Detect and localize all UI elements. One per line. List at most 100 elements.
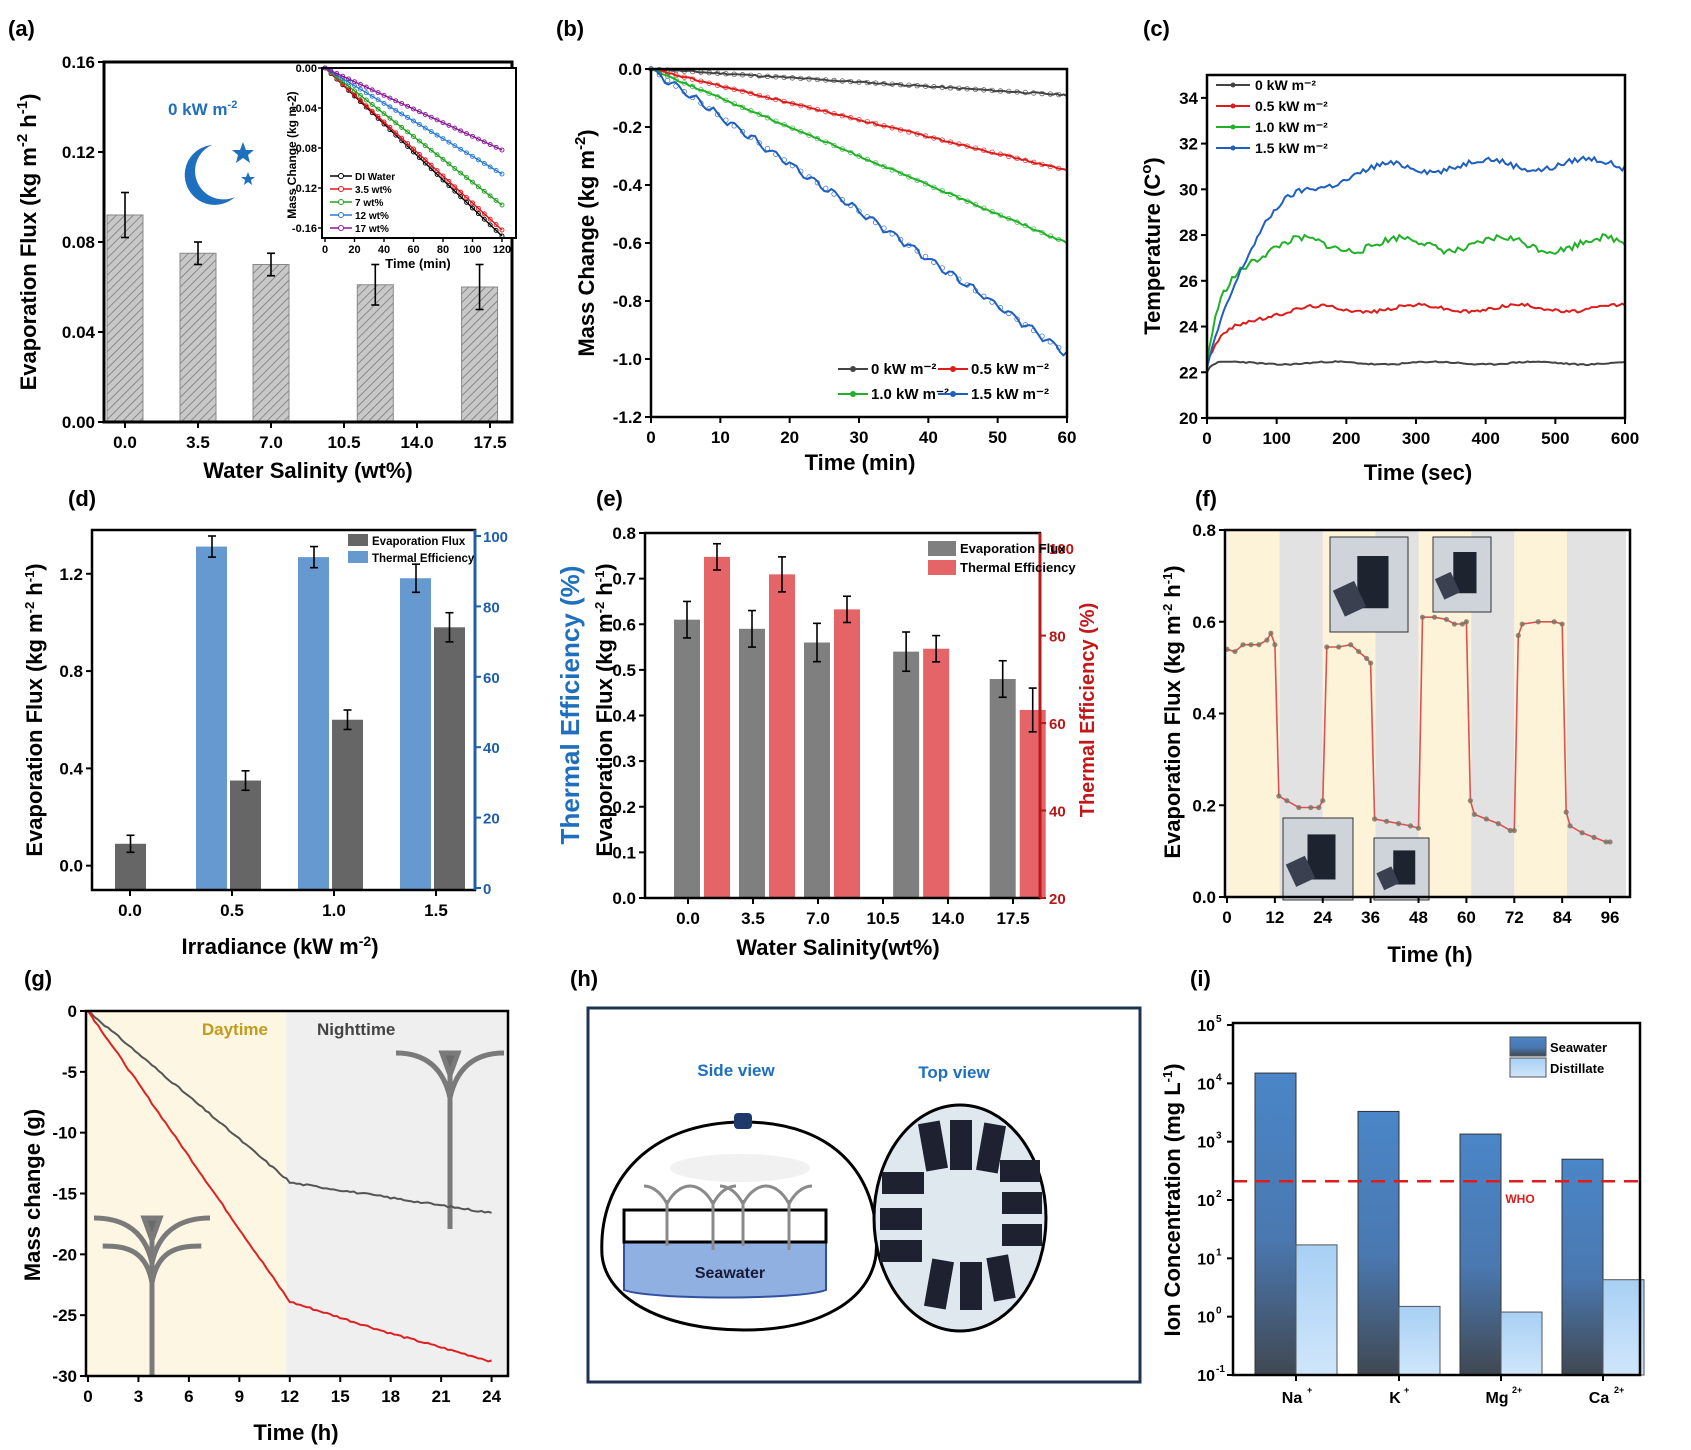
series-marker [872,121,879,127]
legend-marker [1230,103,1236,109]
x-tick-label: 20 [780,428,799,447]
series-marker [814,76,821,83]
series-marker [681,74,687,80]
series-line [87,1010,492,1363]
x-tick-charge: 2+ [1614,1385,1624,1395]
series-marker [1276,793,1282,799]
x-tick-label: 3.5 [741,909,765,928]
series-marker [706,106,712,112]
x-tick-label: 200 [1332,429,1360,448]
series-marker [798,168,804,175]
nighttime-label: Nighttime [317,1020,395,1039]
series-marker [823,108,829,115]
c-xlabel: Time (sec) [1364,460,1472,485]
series-marker [956,85,962,92]
series-marker [681,80,687,86]
legend-label: 1.0 kW m⁻² [1255,119,1328,135]
y-tick-label: 0.0 [59,857,83,876]
tree-branch [447,1050,505,1099]
y-tick-label: -30 [52,1367,77,1386]
x-tick-label: K [1389,1390,1401,1407]
inset-point-pentagon [387,95,393,101]
legend-swatch [1509,1057,1547,1078]
panel-label-b: (b) [556,16,584,41]
series-marker [981,205,987,211]
legend-marker [950,366,956,372]
inset-point-pentagon [481,139,487,145]
series-marker [789,125,796,131]
inset-y-tick-label: 0.00 [296,63,317,75]
series-marker [689,76,696,82]
series-marker [1047,339,1054,345]
y-tick-label-right: 40 [483,740,500,757]
series-marker [1308,804,1314,811]
series-marker [1014,155,1020,162]
series-marker [781,121,787,128]
y-tick-label: -10 [52,1124,77,1143]
inset-point-diamond [340,79,346,85]
y-tick-label: 10 [1197,1368,1215,1385]
series-marker [789,100,796,107]
x-tick-label: 50 [988,428,1007,447]
x-tick-charge: + [1404,1385,1409,1395]
series-marker [1232,648,1238,655]
y-tick-label: 0 [68,1002,77,1021]
inset-point-diamond [387,115,393,121]
series-marker [806,132,812,138]
chart-d-irradiance: 0.0 0.4 0.8 1.2 0.0 0.5 1.0 1.5 0 20 40 60 80 100 Evap… [59,528,508,920]
x-tick-label: Mg [1485,1390,1508,1407]
a-ylabel: Evaporation Flux (kg m-2 h-1) [14,94,41,391]
tree-branch [93,1215,155,1264]
bar [106,214,144,423]
series-marker [1296,804,1302,811]
x-tick-label: 3.5 [186,433,210,452]
e-ylabel-right: Thermal Efficiency (%) [1077,603,1099,818]
d-ylabel-right: Thermal Efficiency (%) [555,566,585,845]
inset-point-pentagon [487,142,493,147]
inset-point-diamond [416,138,422,144]
series-marker [997,151,1004,157]
inset-point-pentagon [340,73,346,79]
moon-stars-icon [184,142,255,205]
series-marker [723,117,729,123]
bar-distillate [1602,1279,1645,1376]
bar-evaporation-flux [739,628,765,898]
series-marker [756,111,762,117]
legend-label: Evaporation Flux [372,536,466,548]
inset-point-pentagon [493,144,499,150]
inset-point-circle [346,87,352,93]
bar-thermal-efficiency [834,609,860,898]
y-tick-label-right: 80 [1049,629,1066,646]
series-marker [1563,809,1569,815]
series-marker [1022,89,1029,96]
y-tick-label: -20 [52,1245,77,1264]
legend-marker [950,391,956,397]
inset-point-circle [387,124,393,130]
series-marker [1047,163,1054,170]
series-marker [889,167,895,173]
y-tick-label-right: 80 [483,599,500,616]
y-tick-label: 32 [1179,135,1198,154]
series-marker [897,236,904,243]
series-marker [956,195,962,201]
inset-point-pentagon [352,79,357,85]
series-marker [1535,619,1541,625]
y-tick-label: 0.8 [59,662,83,681]
series-marker [839,197,846,203]
series-marker [1055,165,1062,172]
inset-point-circle [446,178,452,184]
series-marker [1039,161,1045,168]
daytime-label: Daytime [202,1020,268,1039]
series-line [650,68,1068,245]
x-tick-label: 14.0 [400,433,433,452]
series-marker [1395,821,1402,827]
inset-point-tri-down [369,93,375,99]
inset-point-circle [357,97,363,103]
series-marker [972,86,979,93]
series-marker [706,90,712,97]
container-rim [622,1208,828,1244]
series-marker [931,184,937,191]
series-marker [798,128,804,135]
inset-point-tri-down [452,143,458,149]
